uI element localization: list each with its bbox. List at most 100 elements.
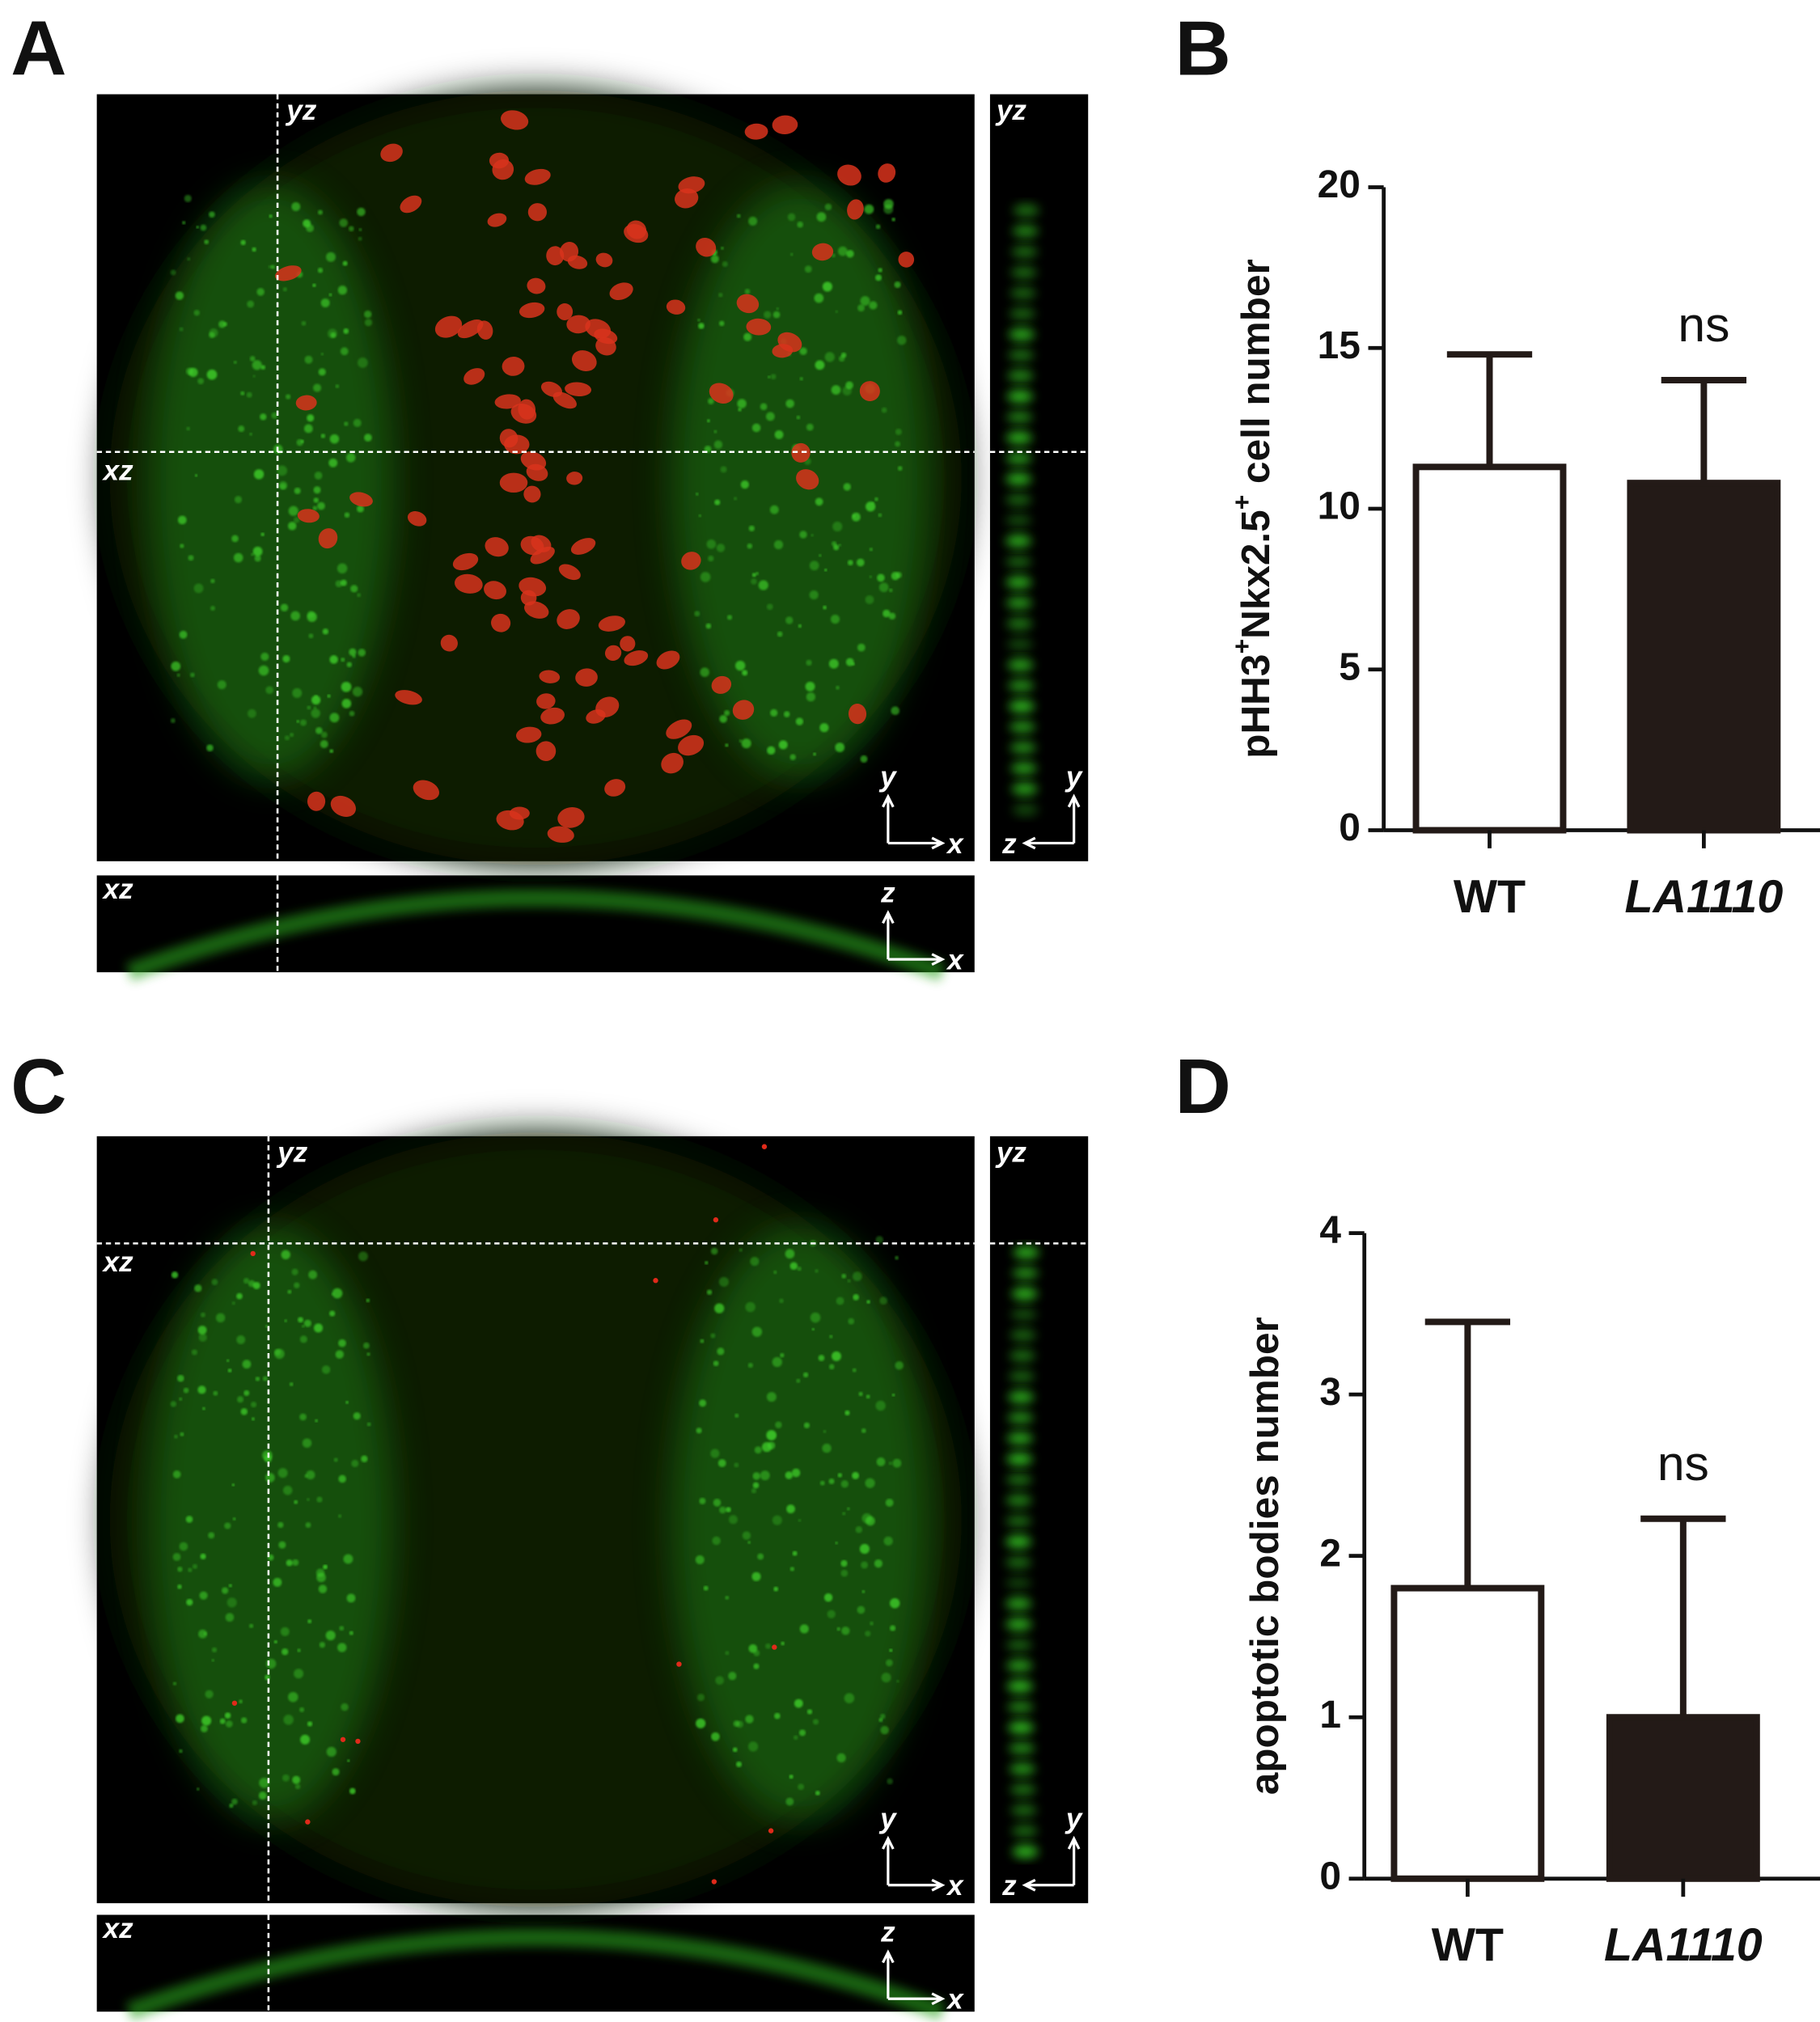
- nucleus: [547, 826, 574, 843]
- green-speck: [824, 203, 832, 211]
- green-speck: [303, 219, 311, 228]
- yz-signal: [1012, 1845, 1039, 1859]
- nucleus: [539, 670, 561, 683]
- green-speck: [317, 209, 323, 215]
- green-speck: [299, 1707, 305, 1712]
- green-speck: [196, 1787, 200, 1791]
- green-speck: [877, 573, 885, 582]
- green-speck: [341, 658, 345, 662]
- yz-signal: [1009, 1762, 1035, 1776]
- green-speck: [249, 356, 256, 362]
- nucleus: [518, 302, 545, 319]
- green-speck: [317, 268, 324, 273]
- annotation: ns: [1678, 297, 1729, 352]
- nucleus: [527, 203, 548, 222]
- green-speck: [822, 1443, 832, 1453]
- nucleus: [485, 537, 509, 557]
- green-speck: [751, 578, 757, 585]
- green-speck: [353, 418, 362, 427]
- y-tick-label: 20: [1318, 163, 1361, 206]
- green-speck: [888, 612, 896, 620]
- green-speck: [335, 384, 340, 388]
- green-speck: [337, 1514, 342, 1518]
- view-label: xz: [102, 1246, 134, 1278]
- nucleus: [791, 442, 811, 463]
- green-speck: [875, 1400, 886, 1411]
- nucleus: [400, 195, 422, 214]
- green-speck: [205, 1690, 214, 1698]
- yz-signal: [1006, 617, 1033, 631]
- green-speck: [865, 1631, 871, 1637]
- view-label: xz: [102, 455, 134, 487]
- nucleus: [413, 780, 439, 801]
- green-speck: [772, 1356, 782, 1368]
- green-speck: [285, 394, 291, 400]
- green-speck: [745, 1715, 754, 1724]
- x-tick-label: LA1110: [1604, 1919, 1763, 1971]
- green-speck: [827, 1610, 836, 1618]
- green-speck: [696, 1718, 706, 1728]
- red-dot: [340, 1736, 346, 1742]
- nucleus: [518, 399, 536, 420]
- nucleus: [878, 163, 896, 183]
- green-speck: [783, 711, 790, 717]
- green-speck: [747, 1541, 751, 1544]
- red-dot: [653, 1278, 658, 1284]
- nucleus: [275, 265, 302, 281]
- green-speck: [736, 1720, 743, 1728]
- nucleus: [811, 243, 834, 261]
- green-speck: [215, 1313, 226, 1322]
- green-speck: [832, 541, 837, 547]
- green-speck: [717, 1459, 726, 1467]
- nucleus: [696, 237, 717, 257]
- green-speck: [757, 1553, 764, 1560]
- green-speck: [328, 458, 338, 467]
- nucleus: [557, 609, 580, 629]
- green-speck: [781, 1641, 785, 1646]
- green-speck: [344, 512, 350, 518]
- green-speck: [311, 695, 321, 705]
- green-speck: [851, 662, 855, 666]
- yz-signal: [1005, 1576, 1032, 1590]
- green-speck: [236, 1292, 243, 1300]
- green-speck: [186, 426, 191, 431]
- nucleus: [330, 795, 357, 817]
- green-speck: [860, 755, 868, 763]
- green-signal: [671, 1226, 929, 1821]
- green-speck: [307, 1721, 313, 1727]
- yz-signal: [1012, 224, 1039, 238]
- green-speck: [696, 1428, 702, 1434]
- green-speck: [714, 1303, 725, 1313]
- yz-signal: [1013, 204, 1039, 218]
- y-tick-label: 15: [1318, 324, 1361, 367]
- green-speck: [815, 360, 825, 370]
- green-speck: [799, 1624, 809, 1634]
- green-speck: [227, 1368, 232, 1373]
- green-speck: [304, 355, 313, 364]
- nucleus: [859, 381, 880, 401]
- green-speck: [184, 194, 192, 202]
- green-speck: [307, 414, 315, 422]
- green-speck: [282, 1485, 293, 1495]
- green-speck: [197, 378, 205, 385]
- y-axis-label-part: apoptotic bodies number: [1242, 1317, 1287, 1795]
- green-speck: [265, 1325, 269, 1328]
- green-speck: [218, 320, 226, 328]
- green-speck: [880, 1725, 889, 1735]
- yz-signal: [1011, 782, 1038, 796]
- nucleus: [540, 381, 563, 397]
- yz-signal: [1011, 245, 1038, 259]
- panel-label: D: [1175, 1043, 1231, 1130]
- green-speck: [739, 739, 743, 743]
- axis-glyph: y: [1064, 761, 1083, 793]
- green-speck: [240, 1717, 248, 1724]
- green-speck: [836, 1753, 846, 1763]
- green-speck: [183, 1387, 189, 1394]
- nucleus: [527, 277, 546, 294]
- green-speck: [737, 399, 747, 408]
- yz-signal: [1007, 369, 1034, 383]
- nucleus: [523, 485, 541, 503]
- nucleus: [546, 246, 565, 266]
- green-speck: [797, 1266, 802, 1271]
